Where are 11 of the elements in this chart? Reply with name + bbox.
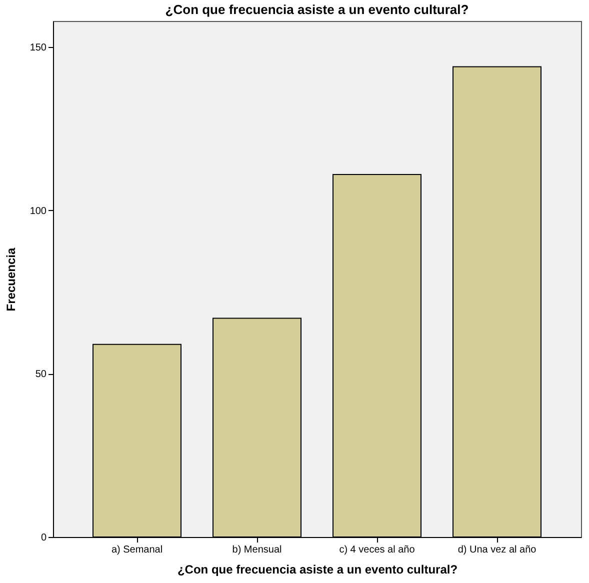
y-tick-label: 0 [40,532,47,544]
y-tick-label: 50 [35,369,47,380]
x-tick-label: a) Semanal [111,544,163,556]
x-tick-label: b) Mensual [232,544,282,556]
x-tick-label: c) 4 veces al año [339,544,416,556]
y-tick-label: 100 [30,206,47,217]
y-axis-title: Frecuencia [4,248,18,312]
x-axis-title: ¿Con que frecuencia asiste a un evento cultural? [177,562,458,576]
y-tick-label: 150 [30,42,47,54]
chart-title: ¿Con que frecuencia asiste a un evento cultural? [165,2,469,17]
x-tick-label: d) Una vez al año [458,544,537,556]
